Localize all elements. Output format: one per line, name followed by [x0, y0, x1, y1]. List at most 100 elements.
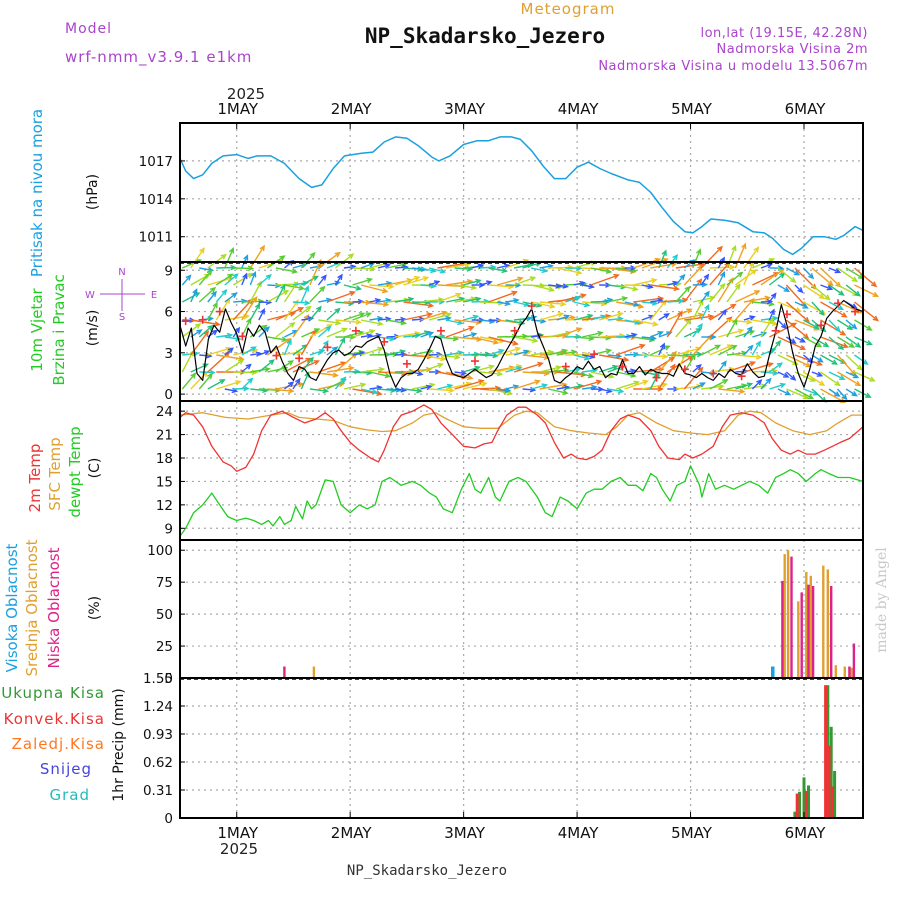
- wind-arrow: [259, 275, 271, 285]
- precip-bar: [805, 791, 808, 818]
- wind-arrow: [310, 260, 321, 285]
- wind-arrow: [310, 372, 338, 376]
- cloud-bar: [853, 644, 855, 679]
- precip-legend-label: Zaledj.Kisa: [12, 735, 105, 753]
- cloud-low-axis-label: Niska Oblacnost: [45, 547, 63, 668]
- compass-east-label: E: [151, 290, 157, 301]
- y-tick-label: 75: [156, 575, 173, 591]
- meteogram-title: Meteogram: [521, 0, 616, 18]
- temp-unit-label: (C): [87, 458, 103, 479]
- labels-layer: 101110141017036991215182124025507510000.…: [1, 100, 826, 842]
- cloud-bar: [313, 667, 315, 679]
- wind-axis-label-1: 10m Vjetar: [28, 287, 46, 371]
- wind-arrow: [259, 327, 269, 337]
- wind-gust-marker: [471, 357, 479, 365]
- wind-arrow: [803, 268, 813, 278]
- wind-gust-marker: [182, 317, 190, 325]
- wind-arrow: [701, 247, 722, 268]
- panel-frame: [180, 401, 863, 540]
- x-day-label-top: 2MAY: [331, 100, 373, 118]
- compass-north-label: N: [118, 267, 125, 278]
- wind-arrow: [310, 287, 324, 302]
- y-tick-label: 3: [164, 346, 173, 362]
- cloud-bar: [848, 667, 850, 679]
- y-tick-label: 0.62: [143, 755, 173, 771]
- y-tick-label: 0: [164, 387, 173, 403]
- wind-arrow: [727, 273, 742, 285]
- y-tick-label: 100: [147, 543, 173, 559]
- precip-bar: [796, 794, 799, 818]
- wind-arrow: [199, 288, 215, 302]
- wind-arrow: [327, 292, 355, 302]
- wind-arrow: [199, 270, 211, 285]
- credit-label: made by Angel: [874, 547, 890, 653]
- cloud-bar: [805, 572, 807, 678]
- model-name: wrf-nmm_v3.9.1 e1km: [65, 48, 252, 67]
- wind-arrow: [710, 380, 727, 389]
- y-tick-label: 25: [156, 639, 173, 655]
- cloud-bar: [771, 667, 775, 679]
- cloud-mid-axis-label: Srednja Oblacnost: [23, 539, 41, 676]
- cloud-bar: [812, 586, 814, 678]
- model-label: Model: [65, 21, 112, 37]
- wind-arrow: [557, 295, 586, 302]
- pressure-axis-label: Pritisak na nivou mora: [28, 109, 46, 277]
- cloud-unit-label: (%): [87, 596, 103, 620]
- y-tick-label: 12: [156, 498, 173, 514]
- precip-legend-label: Konvek.Kisa: [4, 710, 105, 728]
- x-day-label-top: 6MAY: [785, 100, 827, 118]
- wind-arrow: [250, 246, 264, 268]
- wind-gust-marker: [403, 360, 411, 368]
- cloud-bar: [283, 667, 285, 679]
- footer-station: NP_Skadarsko_Jezero: [347, 863, 507, 879]
- precip-unit-label: 1hr Precip (mm): [111, 688, 127, 801]
- wind-arrow: [310, 307, 321, 320]
- wind-gust-marker: [437, 327, 445, 335]
- wind-gust-marker: [511, 327, 519, 335]
- y-tick-label: 6: [164, 305, 173, 321]
- wind-gust-marker: [295, 354, 303, 362]
- wind-arrow: [412, 302, 429, 303]
- year-label-bottom: 2025: [220, 840, 258, 858]
- y-tick-label: 21: [156, 428, 173, 444]
- wind-gust-marker: [618, 363, 626, 371]
- pressure-unit-label: (hPa): [85, 174, 101, 210]
- precip-bar: [824, 685, 827, 818]
- wind-arrow: [318, 253, 339, 268]
- lonlat-label: lon,lat (19.15E, 42.28N): [700, 26, 868, 41]
- y-tick-label: 1014: [139, 192, 173, 208]
- x-day-label-top: 4MAY: [558, 100, 600, 118]
- wind-arrow: [327, 309, 340, 320]
- y-tick-label: 18: [156, 451, 173, 467]
- y-tick-label: 9: [164, 263, 173, 279]
- precip-bar: [828, 746, 831, 818]
- cloud-bar: [790, 557, 792, 678]
- wind-arrow: [216, 268, 235, 269]
- cloud-bar: [807, 585, 809, 678]
- x-day-label-top: 5MAY: [671, 100, 713, 118]
- cloud-bar: [801, 592, 803, 678]
- wind-arrow: [727, 246, 736, 268]
- y-tick-label: 50: [156, 607, 173, 623]
- grid-layer: [180, 123, 863, 818]
- wind-arrow: [225, 249, 233, 269]
- precip-bar: [831, 786, 834, 818]
- panel-frame: [180, 123, 863, 262]
- x-day-label-bottom: 1MAY: [217, 824, 259, 842]
- cloud-bar: [827, 569, 829, 678]
- dewpt-line: [180, 466, 863, 536]
- wind-arrow: [701, 346, 719, 356]
- temp2m-line: [180, 405, 863, 471]
- marks-layer: [180, 137, 878, 818]
- cloud-bar: [797, 601, 799, 678]
- wind-axis-label-2: Brzina i Pravac: [50, 274, 68, 385]
- cloud-bar: [787, 550, 789, 678]
- x-day-label-bottom: 3MAY: [444, 824, 486, 842]
- axes-layer: [180, 123, 863, 818]
- precip-legend-label: Snijeg: [40, 760, 92, 778]
- altitude-label: Nadmorska Visina 2m: [717, 42, 868, 57]
- wind-arrow: [727, 285, 740, 302]
- wind-arrow: [276, 323, 294, 337]
- y-tick-label: 1011: [139, 230, 173, 246]
